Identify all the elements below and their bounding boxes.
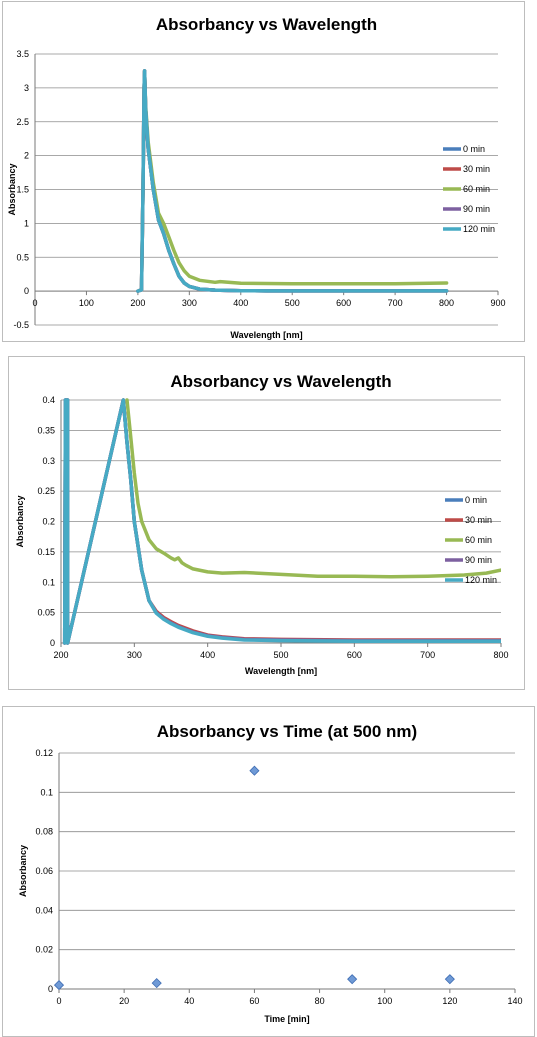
series-group bbox=[62, 398, 501, 645]
legend-label: 90 min bbox=[465, 555, 492, 565]
x-tick-label: 400 bbox=[200, 650, 215, 660]
series-group bbox=[136, 69, 449, 293]
x-axis-label: Time [min] bbox=[264, 1014, 309, 1024]
legend-label: 30 min bbox=[465, 515, 492, 525]
y-tick-label: -0.5 bbox=[13, 320, 29, 330]
x-tick-label: 800 bbox=[439, 298, 454, 308]
y-tick-label: 2 bbox=[24, 151, 29, 161]
x-tick-label: 900 bbox=[490, 298, 505, 308]
legend-label: 120 min bbox=[463, 224, 495, 234]
scatter-point-3 bbox=[347, 974, 358, 985]
x-tick-label: 600 bbox=[347, 650, 362, 660]
y-axis-label: Absorbancy bbox=[15, 495, 25, 547]
y-tick-label: 2.5 bbox=[16, 117, 29, 127]
x-tick-label: 40 bbox=[184, 996, 194, 1006]
x-tick-label: 100 bbox=[377, 996, 392, 1006]
chart-absorbancy-wavelength-full: Absorbancy vs Wavelength -0.5 0 0.5 1 1.5 2 2.5… bbox=[2, 1, 525, 342]
x-tick-label: 800 bbox=[493, 650, 508, 660]
x-tick-label: 120 bbox=[442, 996, 457, 1006]
y-tick-label: 0.15 bbox=[37, 547, 55, 557]
y-tick-label: 0.35 bbox=[37, 425, 55, 435]
scatter-point-4 bbox=[444, 974, 455, 985]
y-tick-label: 0.04 bbox=[35, 905, 53, 915]
chart-title: Absorbancy vs Time (at 500 nm) bbox=[157, 722, 417, 741]
x-tick-label: 100 bbox=[79, 298, 94, 308]
y-tick-label: 0.25 bbox=[37, 486, 55, 496]
x-tick-label: 140 bbox=[507, 996, 522, 1006]
x-tick-label: 500 bbox=[285, 298, 300, 308]
y-tick-label: 0.08 bbox=[35, 827, 53, 837]
y-tick-label: 0.5 bbox=[16, 252, 29, 262]
series-line-0 bbox=[136, 69, 449, 293]
legend-label: 120 min bbox=[465, 575, 497, 585]
scatter-point-0 bbox=[53, 980, 65, 991]
chart-title: Absorbancy vs Wavelength bbox=[170, 372, 391, 391]
chart-title: Absorbancy vs Wavelength bbox=[156, 15, 377, 34]
legend-label: 60 min bbox=[465, 535, 492, 545]
series-line-3 bbox=[136, 69, 449, 293]
chart-absorbancy-wavelength-zoom: Absorbancy vs Wavelength 0 0.05 0.1 0.15 0.2 0… bbox=[8, 356, 525, 690]
legend-label: 60 min bbox=[463, 184, 490, 194]
series-line-4 bbox=[136, 69, 449, 293]
y-tick-label: 0.02 bbox=[35, 945, 53, 955]
y-tick-label: 0.1 bbox=[42, 577, 55, 587]
x-tick-label: 20 bbox=[119, 996, 129, 1006]
x-tick-label: 600 bbox=[336, 298, 351, 308]
scatter-point-1 bbox=[151, 978, 162, 989]
chart-1-svg: Absorbancy vs Wavelength -0.5 0 0.5 1 1.5 2 2.5… bbox=[7, 15, 506, 340]
y-tick-label: 0.4 bbox=[42, 395, 55, 405]
scatter-point-2 bbox=[249, 765, 260, 776]
x-tick-label: 300 bbox=[127, 650, 142, 660]
y-tick-label: 0 bbox=[24, 286, 29, 296]
series-line-4 bbox=[62, 398, 501, 645]
series-line-1 bbox=[136, 69, 449, 293]
y-tick-label: 1.5 bbox=[16, 185, 29, 195]
chart-absorbancy-time: Absorbancy vs Time (at 500 nm) 0 0.02 0.04 0… bbox=[2, 706, 535, 1037]
x-axis-label: Wavelength [nm] bbox=[230, 330, 302, 340]
x-tick-label: 700 bbox=[420, 650, 435, 660]
y-axis-label: Absorbancy bbox=[18, 845, 28, 897]
x-tick-label: 60 bbox=[249, 996, 259, 1006]
x-tick-label: 80 bbox=[315, 996, 325, 1006]
x-tick-label: 300 bbox=[182, 298, 197, 308]
x-tick-label: 400 bbox=[233, 298, 248, 308]
y-tick-label: 1 bbox=[24, 218, 29, 228]
y-tick-label: 0.3 bbox=[42, 456, 55, 466]
x-tick-label: 200 bbox=[53, 650, 68, 660]
x-tick-label: 0 bbox=[32, 298, 37, 308]
y-axis-label: Absorbancy bbox=[7, 163, 17, 215]
series-line-2 bbox=[136, 69, 449, 293]
chart-3-svg: Absorbancy vs Time (at 500 nm) 0 0.02 0.04 0… bbox=[18, 722, 523, 1024]
legend-label: 0 min bbox=[463, 144, 485, 154]
y-tick-label: 0.1 bbox=[40, 787, 53, 797]
legend-label: 0 min bbox=[465, 495, 487, 505]
legend-label: 90 min bbox=[463, 204, 490, 214]
y-tick-label: 0 bbox=[50, 638, 55, 648]
legend-label: 30 min bbox=[463, 164, 490, 174]
y-tick-label: 0.05 bbox=[37, 608, 55, 618]
y-tick-label: 3 bbox=[24, 83, 29, 93]
y-tick-label: 3.5 bbox=[16, 49, 29, 59]
x-tick-label: 200 bbox=[130, 298, 145, 308]
y-tick-label: 0 bbox=[48, 984, 53, 994]
series-line-2 bbox=[125, 398, 501, 579]
x-axis-label: Wavelength [nm] bbox=[245, 666, 317, 676]
y-tick-label: 0.2 bbox=[42, 517, 55, 527]
y-tick-label: 0.06 bbox=[35, 866, 53, 876]
x-tick-label: 500 bbox=[273, 650, 288, 660]
x-tick-label: 0 bbox=[56, 996, 61, 1006]
chart-2-svg: Absorbancy vs Wavelength 0 0.05 0.1 0.15 0.2 0… bbox=[15, 372, 509, 676]
y-tick-label: 0.12 bbox=[35, 748, 53, 758]
x-tick-label: 700 bbox=[388, 298, 403, 308]
